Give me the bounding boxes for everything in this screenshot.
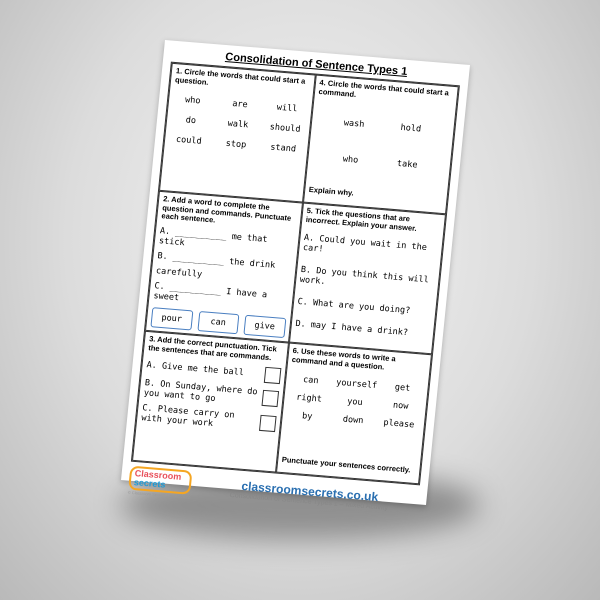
word-box: give: [243, 314, 286, 338]
word-box: can: [196, 310, 240, 335]
tick-box: [258, 415, 277, 433]
word: right: [295, 392, 323, 405]
q1-prompt: 1. Circle the words that could start a q…: [174, 66, 306, 87]
sentence: A. Give me the ball: [146, 360, 245, 379]
q5-item: C. What are you doing?: [297, 297, 411, 317]
word: stand: [269, 142, 297, 155]
tick-box: [260, 390, 279, 408]
q2-prompt: 2. Add a word to complete the question a…: [161, 194, 292, 225]
word: who: [342, 154, 359, 166]
word: stop: [225, 139, 247, 151]
worksheet: Consolidation of Sentence Types 1 1. Cir…: [121, 40, 470, 512]
brand: Classroom secrets © Classroom Secrets Lim…: [128, 465, 193, 500]
word: you: [346, 397, 363, 409]
q3-item: C. Please carry on with your work: [141, 403, 277, 434]
question-6: 6. Use these words to write a command an…: [275, 342, 432, 485]
word: wash: [343, 118, 365, 131]
word: take: [396, 159, 418, 171]
question-1: 1. Circle the words that could start a q…: [159, 62, 316, 203]
question-grid: 1. Circle the words that could start a q…: [130, 61, 460, 486]
word: can: [302, 375, 319, 387]
question-3: 3. Add the correct punctuation. Tick the…: [132, 330, 289, 473]
word: who: [184, 95, 201, 107]
q4-explain: Explain why.: [308, 184, 355, 198]
word: please: [382, 418, 415, 431]
question-2: 2. Add a word to complete the question a…: [145, 190, 303, 343]
q1-words: who are will do walk should could stop stand: [169, 94, 307, 155]
word: yourself: [335, 377, 378, 392]
word: are: [231, 99, 249, 111]
q4-prompt: 4. Circle the words that could start a c…: [318, 77, 450, 99]
q2-line: C. __________ I have a sweet: [153, 281, 268, 304]
question-5: 5. Tick the questions that are incorrect…: [288, 202, 446, 355]
word-box: pour: [150, 307, 193, 331]
word: will: [276, 102, 298, 115]
q5-item: A. Could you wait in the car!: [302, 233, 428, 255]
word: could: [175, 134, 203, 148]
question-4: 4. Circle the words that could start a c…: [302, 74, 459, 215]
sentence: C. Please carry on with your work: [140, 403, 235, 430]
q6-words: can yourself get right you now by down please: [286, 374, 424, 431]
word: down: [342, 414, 364, 427]
q5-item: B. Do you think this will work.: [299, 265, 430, 288]
word: now: [392, 400, 409, 413]
sentence: B. On Sunday, where do you want to go: [143, 378, 258, 405]
q6-footer: Punctuate your sentences correctly.: [281, 454, 411, 475]
word: should: [269, 122, 301, 135]
q4-words: wash hold who take: [312, 116, 450, 173]
word: do: [185, 115, 197, 127]
q5-item: D. may I have a drink?: [294, 319, 409, 339]
word: get: [394, 382, 411, 395]
word: walk: [227, 119, 249, 131]
word: by: [301, 411, 313, 423]
word: hold: [400, 123, 422, 135]
tick-box: [263, 367, 281, 385]
